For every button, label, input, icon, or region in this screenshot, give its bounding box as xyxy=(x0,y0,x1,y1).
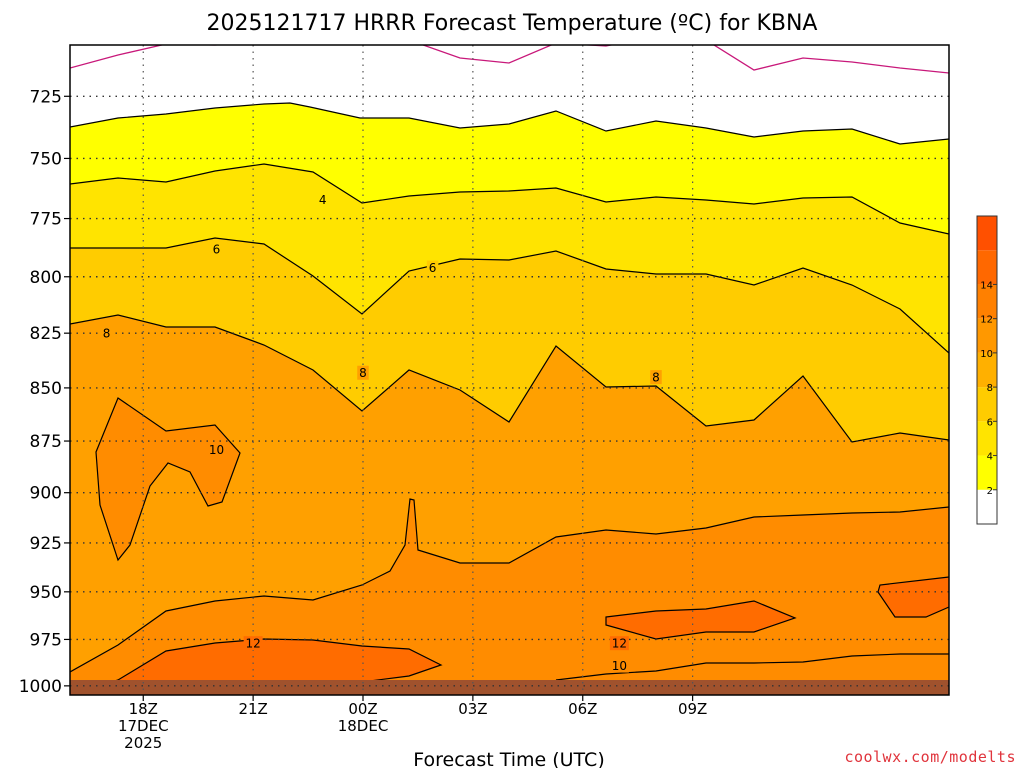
chart-title: 2025121717 HRRR Forecast Temperature (ºC… xyxy=(207,11,818,36)
contour-4 xyxy=(70,163,949,235)
contour-12-lower xyxy=(70,638,443,695)
band-12-14-far-right xyxy=(878,577,949,617)
x-tick-label-17DEC: 17DEC xyxy=(118,717,169,735)
contour-label-text-7: 12 xyxy=(245,637,260,651)
colorbar-tick-label-14: 14 xyxy=(980,280,993,291)
y-tick-label-800: 800 xyxy=(30,268,62,288)
ground-fill xyxy=(70,680,949,695)
contour-label-text-5: 8 xyxy=(652,371,660,385)
y-tick-label-825: 825 xyxy=(30,324,62,344)
x-axis-label: Forecast Time (UTC) xyxy=(413,749,604,768)
contour-10-ground xyxy=(555,653,949,681)
contour-6 xyxy=(70,237,949,354)
contour-10-upper xyxy=(95,397,241,562)
contour-label-3: 8 xyxy=(100,326,113,341)
y-tick-label-900: 900 xyxy=(30,484,62,504)
contour-label-text-4: 8 xyxy=(359,366,367,380)
contour-label-1: 6 xyxy=(210,242,223,257)
contour-12-far-right xyxy=(877,576,949,618)
y-axis-ticks: 725 750 775 800 825 850 875 900 925 950 975 1000 xyxy=(19,87,70,697)
colorbar-segment-6 xyxy=(977,284,997,319)
contour-labels: 4 6 6 8 8 8 10 12 12 10 xyxy=(100,192,662,673)
y-tick-label-775: 775 xyxy=(30,210,62,230)
contour-label-6: 10 xyxy=(207,442,226,457)
contour-label-text-1: 6 xyxy=(213,243,221,257)
contour-label-text-3: 8 xyxy=(103,327,111,341)
plot-frame xyxy=(69,44,950,696)
x-tick-label-00Z: 00Z xyxy=(348,700,377,718)
contour-label-4: 8 xyxy=(357,365,369,380)
x-tick-label-18DEC: 18DEC xyxy=(338,717,389,735)
colorbar: 2 4 6 8 10 12 14 xyxy=(976,215,998,525)
y-tick-label-1000: 1000 xyxy=(19,677,62,697)
colorbar-tick-label-2: 2 xyxy=(987,486,993,497)
y-tick-label-925: 925 xyxy=(30,534,62,554)
colorbar-tick-label-10: 10 xyxy=(980,349,993,360)
contour-8 xyxy=(70,314,949,443)
contour-label-text-8: 12 xyxy=(612,637,627,651)
contour-label-text-2: 6 xyxy=(429,261,437,275)
colorbar-segment-5 xyxy=(977,318,997,353)
colorbar-segment-1 xyxy=(977,455,997,490)
colorbar-tick-label-4: 4 xyxy=(987,452,993,463)
x-tick-label-2025: 2025 xyxy=(124,734,162,752)
contour-label-2: 6 xyxy=(426,260,439,275)
colorbar-segment-8 xyxy=(977,216,997,251)
contour-label-text-0: 4 xyxy=(319,193,327,207)
y-tick-label-725: 725 xyxy=(30,87,62,107)
colorbar-segment-2 xyxy=(977,421,997,456)
x-tick-label-03Z: 03Z xyxy=(458,700,487,718)
colorbar-segment-3 xyxy=(977,387,997,422)
credit-text[interactable]: coolwx.com/modelts xyxy=(844,748,1016,766)
y-tick-label-875: 875 xyxy=(30,432,62,452)
contour-label-text-9: 10 xyxy=(612,659,627,673)
colorbar-segment-4 xyxy=(977,352,997,388)
contour-0 xyxy=(70,45,949,74)
colorbar-tick-label-12: 12 xyxy=(980,315,993,326)
contour-label-text-6: 10 xyxy=(209,443,224,457)
colorbar-tick-label-6: 6 xyxy=(987,417,993,428)
y-tick-label-850: 850 xyxy=(30,379,62,399)
contour-label-5: 8 xyxy=(650,370,662,385)
band-10-12-upper xyxy=(96,398,240,560)
contour-label-8: 12 xyxy=(609,636,629,651)
x-tick-label-21Z: 21Z xyxy=(238,700,267,718)
x-tick-label-06Z: 06Z xyxy=(568,700,597,718)
band-12-14-right xyxy=(606,601,795,639)
x-tick-label-18Z: 18Z xyxy=(129,700,158,718)
y-tick-label-750: 750 xyxy=(30,149,62,169)
y-tick-label-950: 950 xyxy=(30,583,62,603)
y-tick-label-975: 975 xyxy=(30,630,62,650)
contour-10-main xyxy=(70,498,949,673)
colorbar-segment-0 xyxy=(977,489,997,524)
colorbar-frame xyxy=(976,215,998,525)
contour-label-9: 10 xyxy=(609,658,629,673)
contour-label-7: 12 xyxy=(243,636,263,651)
x-tick-label-09Z: 09Z xyxy=(678,700,707,718)
contour-12-right xyxy=(605,600,797,640)
contour-2 xyxy=(70,102,949,145)
colorbar-tick-label-8: 8 xyxy=(987,383,993,394)
contour-lines xyxy=(70,102,949,695)
contour-label-0: 4 xyxy=(316,192,329,207)
colorbar-segment-7 xyxy=(977,250,997,285)
